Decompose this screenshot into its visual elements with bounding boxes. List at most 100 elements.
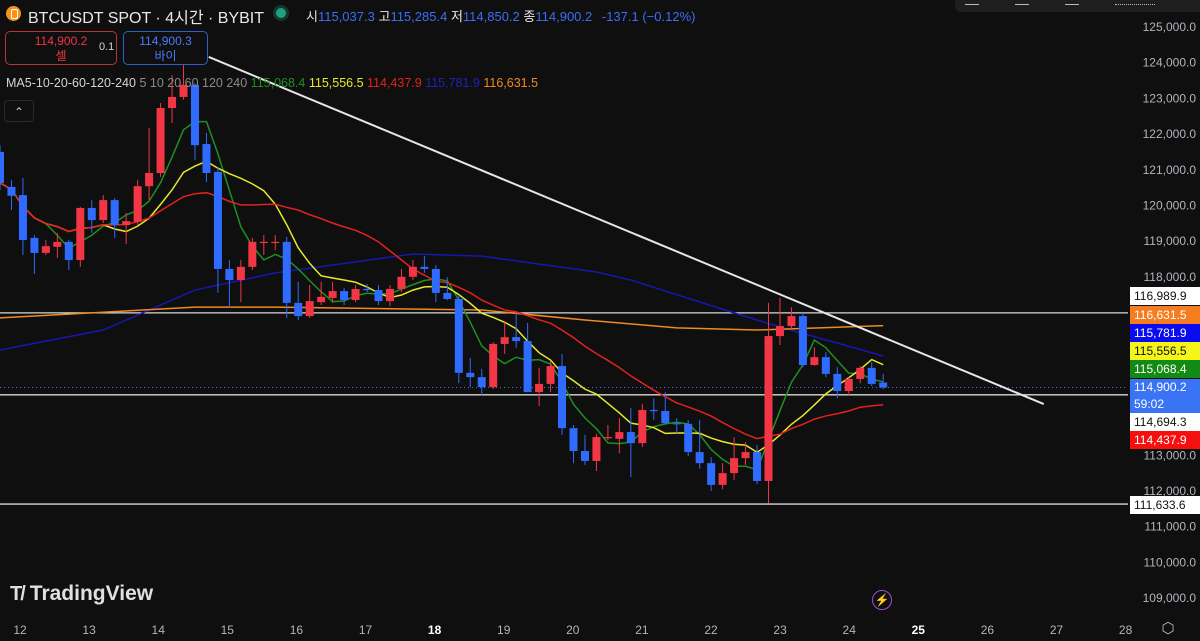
parallel-lines-icon[interactable]	[1065, 0, 1079, 5]
ma5-line	[0, 120, 884, 471]
candle	[787, 307, 796, 329]
candle-body	[294, 302, 303, 317]
tradingview-logo-icon: T/	[10, 582, 26, 605]
candle-body	[282, 241, 291, 303]
y-tick-label: 122,000.0	[1143, 127, 1197, 141]
candle	[397, 268, 406, 293]
candle	[535, 367, 544, 407]
candle-body	[168, 96, 177, 109]
candle-body	[477, 377, 486, 388]
sell-button[interactable]: 114,900.2 셀	[5, 31, 117, 65]
candle-body	[351, 288, 360, 301]
candle-body	[775, 326, 784, 337]
trend-tool-icon[interactable]	[965, 0, 979, 5]
candle-body	[156, 108, 165, 173]
candle	[190, 83, 199, 161]
candle	[856, 366, 865, 384]
candle-body	[684, 423, 693, 453]
x-tick-label: 16	[290, 623, 304, 637]
candle-body	[420, 266, 429, 269]
candle	[867, 362, 876, 387]
ma-legend[interactable]: MA5-10-20-60-120-240 5 10 20 60 120 240 …	[6, 76, 538, 90]
candle-body	[672, 423, 681, 425]
buy-button[interactable]: 114,900.3 바이	[123, 31, 208, 65]
symbol-title[interactable]: BTCUSDT SPOT · 4시간 · BYBIT	[28, 10, 264, 27]
y-tick-label: 125,000.0	[1143, 20, 1197, 34]
ma5-value: 115,068.4	[250, 76, 306, 90]
high-value: 115,285.4	[390, 9, 448, 24]
candle	[420, 256, 429, 273]
collapse-legend-button[interactable]: ⌃	[4, 100, 34, 122]
candle-body	[305, 301, 314, 317]
x-tick-label: 14	[152, 623, 166, 637]
candle	[649, 398, 658, 420]
candle	[236, 260, 245, 303]
lightning-icon[interactable]: ⚡	[872, 590, 892, 610]
candle-body	[53, 241, 62, 247]
x-tick-label: 27	[1050, 623, 1064, 637]
price-tag-label: 114,437.9	[1134, 433, 1187, 447]
candle	[569, 424, 578, 464]
settings-hex-icon[interactable]: ⬡	[1161, 620, 1175, 637]
more-icon[interactable]	[1115, 0, 1155, 5]
candle-body	[431, 268, 440, 293]
candle-body	[569, 428, 578, 451]
y-tick-label: 121,000.0	[1143, 163, 1197, 177]
trend-line[interactable]	[208, 56, 1045, 405]
candle	[466, 357, 475, 388]
candle-body	[408, 266, 417, 277]
price-tag-label: 111,633.6	[1134, 498, 1186, 512]
y-tick-label: 119,000.0	[1144, 234, 1197, 248]
tradingview-logo[interactable]: T/ TradingView	[10, 582, 153, 606]
candle	[580, 434, 589, 465]
candle	[99, 195, 108, 223]
close-label: 종	[523, 9, 536, 24]
candle	[133, 180, 142, 226]
candle	[558, 353, 567, 435]
x-tick-label: 17	[359, 623, 373, 637]
price-tag-label: 114,694.3	[1134, 415, 1187, 429]
ma-name: MA5-10-20-60-120-240	[6, 76, 136, 90]
candle	[431, 265, 440, 303]
candle-body	[741, 452, 750, 459]
close-value: 114,900.2	[535, 9, 593, 24]
drawing-toolbar[interactable]	[955, 0, 1200, 12]
price-tag-label: 115,068.4	[1134, 362, 1187, 376]
candle-body	[76, 207, 85, 261]
candle-body	[317, 296, 326, 303]
candle	[523, 322, 532, 393]
candle-body	[30, 237, 39, 253]
candle-body	[879, 382, 888, 388]
order-quantity[interactable]: 0.1	[99, 41, 115, 53]
candle	[661, 392, 670, 424]
candle	[87, 200, 96, 233]
candle	[638, 403, 647, 448]
open-label: 시	[306, 9, 318, 24]
buy-price: 114,900.3	[139, 34, 192, 48]
candle-body	[592, 437, 601, 461]
candle	[202, 132, 211, 182]
candle-body	[397, 276, 406, 289]
candle	[730, 437, 739, 480]
candle-body	[718, 473, 727, 485]
candle-body	[856, 367, 865, 379]
candle-body	[225, 268, 234, 281]
price-tag-label: 115,556.5	[1134, 344, 1187, 358]
candle-body	[707, 463, 716, 485]
candle	[156, 103, 165, 177]
horizontal-line-icon[interactable]	[1015, 0, 1029, 5]
candle	[30, 235, 39, 274]
candle	[477, 368, 486, 395]
x-tick-label: 28	[1119, 623, 1133, 637]
candle	[179, 64, 188, 100]
candle-body	[213, 171, 222, 269]
candle-body	[328, 291, 337, 298]
candle-body	[0, 151, 4, 183]
candle-body	[523, 341, 532, 393]
price-tag: 115,556.5	[1130, 342, 1200, 360]
candle-body	[363, 288, 372, 291]
candle	[282, 236, 291, 318]
candle	[672, 418, 681, 434]
candle	[340, 287, 349, 306]
